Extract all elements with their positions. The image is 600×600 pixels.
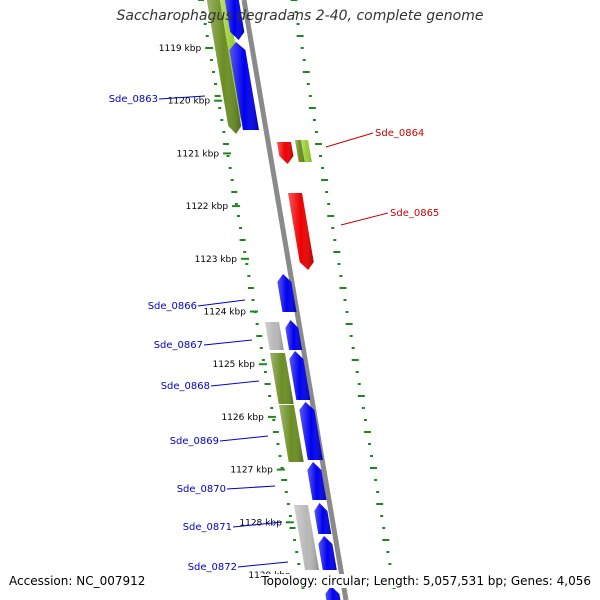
- gene-label-sde-0868[interactable]: Sde_0868: [161, 381, 210, 392]
- label-leader-line: [210, 380, 260, 387]
- label-leader-line: [232, 521, 283, 528]
- gene-feature-shade: [229, 42, 259, 130]
- label-leader-line: [158, 95, 206, 100]
- gc-content-outer-track: [290, 0, 396, 589]
- gene-feature-shade: [265, 322, 284, 350]
- gene-feature-shade: [301, 140, 312, 162]
- gene-labels: Sde_0863 Sde_0864 Sde_0865 Sde_0866 Sde_0867…: [109, 94, 440, 573]
- label-leader-line: [219, 435, 269, 442]
- gene-feature-shade: [270, 353, 294, 404]
- kbp-tick-label: 1121 kbp: [177, 149, 220, 159]
- accession-text: Accession: NC_007912: [9, 574, 146, 588]
- gene-feature-shade: [206, 0, 242, 134]
- label-leader-line: [237, 561, 289, 568]
- gene-feature-shade: [295, 140, 305, 162]
- gene-feature-shade: [277, 274, 297, 312]
- gene-label-sde-0863[interactable]: Sde_0863: [109, 94, 158, 105]
- label-leader-line: [203, 339, 253, 346]
- genome-backbone: [241, 0, 349, 600]
- gene-feature-shade: [318, 536, 337, 570]
- gene-feature-shade: [277, 142, 294, 164]
- gene-feature-shade: [314, 503, 332, 534]
- gene-feature-shade: [285, 320, 303, 350]
- gene-label-leaders: [158, 95, 389, 568]
- label-leader-line: [325, 132, 374, 148]
- topology-summary: Topology: circular; Length: 5,057,531 bp…: [261, 574, 591, 588]
- gene-feature-shade: [224, 0, 245, 40]
- label-leader-line: [226, 485, 276, 490]
- kbp-tick-label: 1120 kbp: [168, 97, 211, 107]
- kbp-tick-label: 1126 kbp: [221, 413, 264, 423]
- gene-label-sde-0867[interactable]: Sde_0867: [154, 340, 203, 351]
- kbp-tick-label: 1125 kbp: [213, 360, 256, 370]
- label-leader-line: [340, 212, 389, 226]
- gene-feature-shade: [325, 586, 341, 600]
- kbp-tick-label: 1124 kbp: [204, 308, 247, 318]
- gene-feature-shade: [307, 462, 327, 500]
- gene-feature-shade: [289, 351, 311, 400]
- kbp-tick-label: 1127 kbp: [230, 466, 273, 476]
- map-title: Saccharophagus degradans 2-40, complete …: [116, 8, 484, 24]
- kbp-tick-label: 1119 kbp: [159, 44, 202, 54]
- gene-label-sde-0869[interactable]: Sde_0869: [170, 436, 219, 447]
- gene-label-sde-0871[interactable]: Sde_0871: [183, 522, 232, 533]
- gene-features: [206, 0, 341, 600]
- gene-label-sde-0872[interactable]: Sde_0872: [188, 562, 237, 573]
- gene-label-sde-0865[interactable]: Sde_0865: [390, 208, 439, 219]
- gene-label-sde-0866[interactable]: Sde_0866: [148, 301, 197, 312]
- kbp-tick-label: 1128 kbp: [239, 518, 282, 528]
- label-leader-line: [197, 299, 246, 307]
- gene-label-sde-0870[interactable]: Sde_0870: [177, 484, 226, 495]
- gene-feature-shade: [294, 505, 320, 570]
- gene-label-sde-0864[interactable]: Sde_0864: [375, 128, 424, 139]
- gene-feature-shade: [288, 193, 314, 270]
- kbp-tick-label: 1123 kbp: [195, 255, 238, 265]
- kbp-tick-label: 1122 kbp: [186, 202, 229, 212]
- gene-feature-shade: [279, 405, 304, 462]
- gene-feature-shade: [299, 402, 323, 460]
